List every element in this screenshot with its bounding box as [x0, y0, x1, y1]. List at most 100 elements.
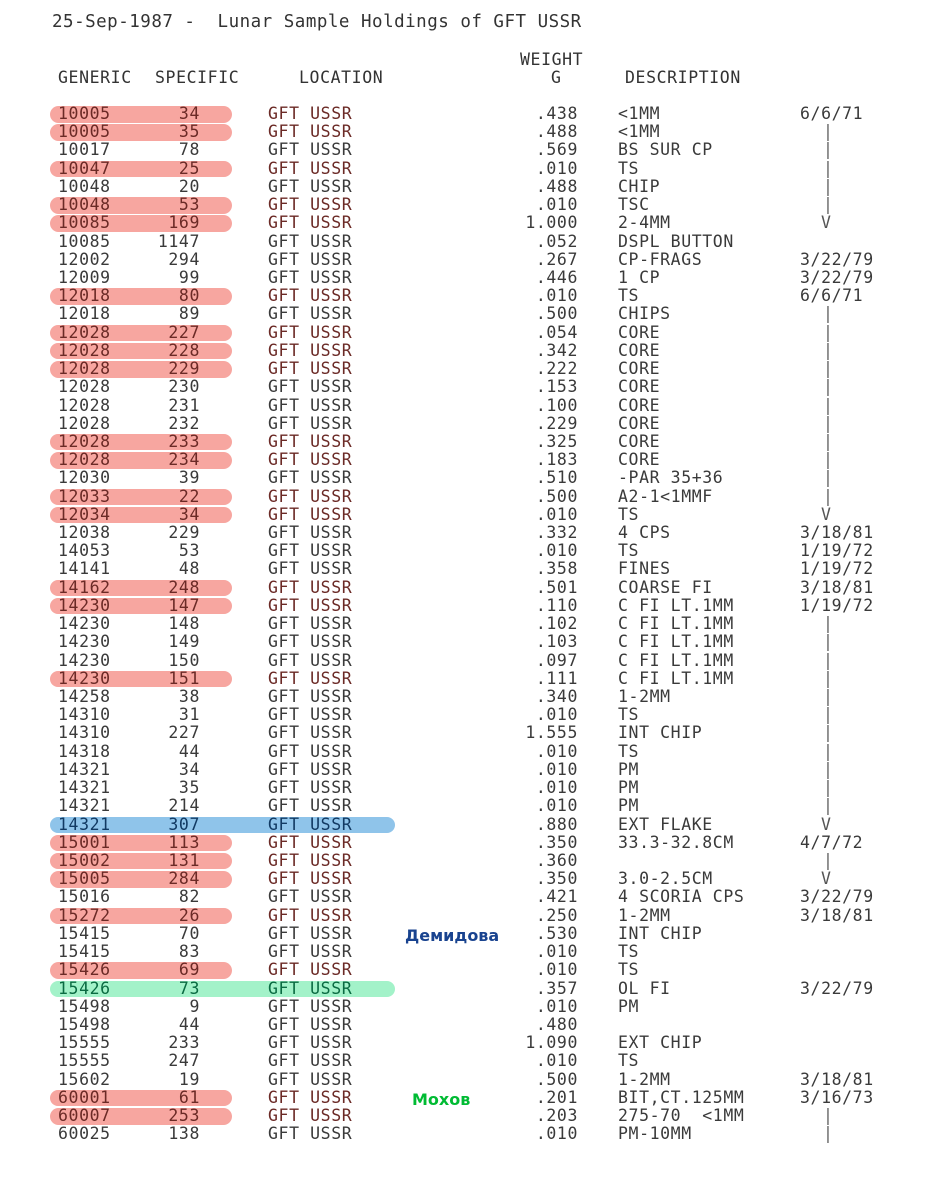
- cell-date: 3/22/79: [800, 267, 874, 287]
- table-row[interactable]: 12034 34 GFT USSR .010 TS V: [0, 504, 930, 524]
- cell-specific: 78: [178, 140, 200, 160]
- table-row[interactable]: 15602 19 GFT USSR .500 1-2MM 3/18/81: [0, 1070, 930, 1089]
- table-row[interactable]: 15555 247 GFT USSR .010 TS: [0, 1052, 930, 1070]
- table-row[interactable]: 14258 38 GFT USSR .340 1-2MM |: [0, 687, 930, 706]
- cell-location: GFT USSR: [268, 249, 353, 269]
- cell-generic: 10005: [58, 122, 111, 142]
- table-row[interactable]: 14321 35 GFT USSR .010 PM |: [0, 778, 930, 797]
- cell-description: CHIPS: [618, 304, 671, 324]
- cell-description: PM-10MM: [618, 1124, 692, 1144]
- cell-generic: 10085: [58, 231, 111, 251]
- table-row[interactable]: 14162 248 GFT USSR .501 COARSE FI 3/18/81: [0, 577, 930, 597]
- cell-location: GFT USSR: [268, 486, 353, 506]
- table-row[interactable]: 10017 78 GFT USSR .569 BS SUR CP |: [0, 141, 930, 159]
- cell-generic: 15415: [58, 923, 111, 943]
- table-row[interactable]: 15272 26 GFT USSR .250 1-2MM 3/18/81: [0, 905, 930, 925]
- table-row[interactable]: 14141 48 GFT USSR .358 FINES 1/19/72: [0, 560, 930, 578]
- table-row[interactable]: 12028 232 GFT USSR .229 CORE |: [0, 414, 930, 433]
- cell-location: GFT USSR: [268, 176, 353, 196]
- cell-description: TS: [618, 286, 640, 306]
- table-row[interactable]: 14310 227 GFT USSR 1.555 INT CHIP |: [0, 724, 930, 742]
- table-row[interactable]: 15016 82 GFT USSR .421 4 SCORIA CPS 3/22/79: [0, 888, 930, 906]
- cell-generic: 12028: [58, 340, 111, 360]
- cell-specific: 248: [168, 577, 200, 597]
- cell-weight: 1.000: [525, 213, 578, 233]
- table-row[interactable]: 12028 234 GFT USSR .183 CORE |: [0, 450, 930, 469]
- cell-weight: .500: [535, 486, 578, 506]
- table-row[interactable]: 14230 151 GFT USSR .111 C FI LT.1MM |: [0, 669, 930, 688]
- table-row[interactable]: 14321 34 GFT USSR .010 PM |: [0, 760, 930, 779]
- table-row[interactable]: 60025 138 GFT USSR .010 PM-10MM |: [0, 1125, 930, 1143]
- table-row[interactable]: 10048 20 GFT USSR .488 CHIP |: [0, 176, 930, 196]
- table-row[interactable]: 14321 307 GFT USSR .880 EXT FLAKE V: [0, 815, 930, 834]
- cell-location: GFT USSR: [268, 286, 353, 306]
- table-row[interactable]: 14230 150 GFT USSR .097 C FI LT.1MM |: [0, 651, 930, 670]
- table-row[interactable]: 14318 44 GFT USSR .010 TS |: [0, 741, 930, 761]
- cell-weight: .342: [535, 340, 578, 360]
- table-row[interactable]: 14230 147 GFT USSR .110 C FI LT.1MM 1/19/72: [0, 596, 930, 615]
- table-row[interactable]: 15415 70 GFT USSR .530 INT CHIP: [0, 923, 930, 943]
- table-row[interactable]: 12002 294 GFT USSR .267 CP-FRAGS 3/22/79: [0, 249, 930, 269]
- cell-location: GFT USSR: [268, 687, 353, 706]
- cell-description: TS: [618, 1051, 640, 1071]
- table-row[interactable]: 12030 39 GFT USSR .510 -PAR 35+36 |: [0, 469, 930, 487]
- table-row[interactable]: 12028 229 GFT USSR .222 CORE |: [0, 359, 930, 379]
- table-row[interactable]: 14053 53 GFT USSR .010 TS 1/19/72: [0, 542, 930, 560]
- cell-location: GFT USSR: [268, 468, 353, 488]
- table-row[interactable]: 12028 231 GFT USSR .100 CORE |: [0, 396, 930, 415]
- cell-description: TS: [618, 942, 640, 962]
- table-row[interactable]: 12018 80 GFT USSR .010 TS 6/6/71: [0, 286, 930, 306]
- table-row[interactable]: 10005 35 GFT USSR .488 <1MM |: [0, 122, 930, 142]
- table-row[interactable]: 15426 69 GFT USSR .010 TS: [0, 961, 930, 979]
- table-row[interactable]: 15498 44 GFT USSR .480: [0, 1014, 930, 1034]
- cell-weight: .010: [535, 541, 578, 561]
- table-row[interactable]: 14310 31 GFT USSR .010 TS |: [0, 705, 930, 724]
- cell-date-ditto-end-arrow: V: [821, 504, 832, 524]
- cell-location: GFT USSR: [268, 1033, 353, 1053]
- cell-location: GFT USSR: [268, 905, 353, 925]
- cell-generic: 14162: [58, 577, 111, 597]
- cell-weight: 1.090: [525, 1033, 578, 1053]
- table-row[interactable]: 15555 233 GFT USSR 1.090 EXT CHIP: [0, 1033, 930, 1053]
- table-row[interactable]: 60001 61 GFT USSR .201 BIT,CT.125MM 3/16/73: [0, 1087, 930, 1107]
- table-row[interactable]: 15002 131 GFT USSR .360 |: [0, 851, 930, 870]
- cell-date-ditto-mark: |: [823, 359, 834, 379]
- table-row[interactable]: 14321 214 GFT USSR .010 PM |: [0, 797, 930, 815]
- cell-description: TS: [618, 741, 640, 761]
- cell-specific: 227: [168, 723, 200, 743]
- cell-location: GFT USSR: [268, 741, 353, 761]
- table-row[interactable]: 12028 230 GFT USSR .153 CORE |: [0, 378, 930, 396]
- table-row[interactable]: 12028 227 GFT USSR .054 CORE |: [0, 322, 930, 342]
- cell-specific: 38: [178, 687, 200, 706]
- cell-location: GFT USSR: [268, 1087, 353, 1107]
- cell-location: GFT USSR: [268, 122, 353, 142]
- row-highlight-pink: [50, 1089, 232, 1107]
- table-row[interactable]: 15005 284 GFT USSR .350 3.0-2.5CM V: [0, 869, 930, 888]
- table-row[interactable]: 15001 113 GFT USSR .350 33.3-32.8CM 4/7/72: [0, 833, 930, 852]
- table-row[interactable]: 14230 149 GFT USSR .103 C FI LT.1MM |: [0, 633, 930, 651]
- table-row[interactable]: 12009 99 GFT USSR .446 1 CP 3/22/79: [0, 267, 930, 287]
- table-row[interactable]: 15498 9 GFT USSR .010 PM: [0, 997, 930, 1016]
- table-row[interactable]: 10085 169 GFT USSR 1.000 2-4MM V: [0, 214, 930, 232]
- cell-description: -PAR 35+36: [618, 468, 724, 488]
- row-highlight-pink: [50, 160, 232, 178]
- cell-generic: 15498: [58, 1014, 111, 1034]
- table-row[interactable]: 12033 22 GFT USSR .500 A2-1<1MMF |: [0, 486, 930, 506]
- table-row[interactable]: 15415 83 GFT USSR .010 TS: [0, 942, 930, 962]
- cell-weight: .500: [535, 304, 578, 324]
- table-row[interactable]: 12038 229 GFT USSR .332 4 CPS 3/18/81: [0, 523, 930, 542]
- table-row[interactable]: 60007 253 GFT USSR .203 275-70 <1MM |: [0, 1106, 930, 1125]
- table-row[interactable]: 10047 25 GFT USSR .010 TS |: [0, 159, 930, 178]
- table-row[interactable]: 12018 89 GFT USSR .500 CHIPS |: [0, 305, 930, 323]
- table-row[interactable]: 15426 73 GFT USSR .357 OL FI 3/22/79: [0, 979, 930, 998]
- cell-date: 3/22/79: [800, 887, 874, 907]
- table-row[interactable]: 14230 148 GFT USSR .102 C FI LT.1MM |: [0, 614, 930, 633]
- table-row[interactable]: 12028 228 GFT USSR .342 CORE |: [0, 340, 930, 360]
- table-row[interactable]: 10085 1147 GFT USSR .052 DSPL BUTTON: [0, 231, 930, 251]
- table-row[interactable]: 12028 233 GFT USSR .325 CORE |: [0, 432, 930, 451]
- table-row[interactable]: 10005 34 GFT USSR .438 <1MM 6/6/71: [0, 104, 930, 123]
- cell-generic: 12028: [58, 322, 111, 342]
- cell-specific: 34: [178, 504, 200, 524]
- table-row[interactable]: 10048 53 GFT USSR .010 TSC |: [0, 195, 930, 214]
